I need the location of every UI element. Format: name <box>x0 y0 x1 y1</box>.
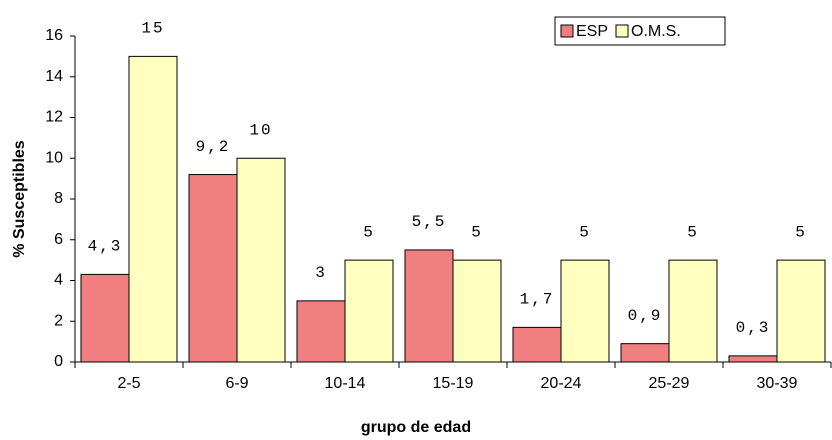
value-label: 5 <box>579 223 591 241</box>
legend-swatch <box>560 24 574 38</box>
bar <box>128 55 178 363</box>
x-tick-label: 15-19 <box>433 375 474 392</box>
y-tick-label: 14 <box>45 68 63 85</box>
value-label: 0,3 <box>736 319 771 337</box>
legend-label: ESP <box>576 23 608 40</box>
bar <box>620 343 670 363</box>
value-label: 5 <box>687 223 699 241</box>
value-label: 5 <box>363 223 375 241</box>
value-label: 3 <box>315 264 327 282</box>
bar <box>776 259 826 363</box>
bar <box>344 259 394 363</box>
x-axis-title: grupo de edad <box>361 419 471 436</box>
bar <box>452 259 502 363</box>
y-axis-title: % Susceptibles <box>11 140 28 257</box>
bar <box>668 259 718 363</box>
y-tick-label: 12 <box>45 109 63 126</box>
legend-label: O.M.S. <box>631 23 681 40</box>
legend-box <box>554 16 726 46</box>
bar <box>80 273 130 363</box>
bar <box>296 300 346 363</box>
y-tick-label: 0 <box>54 353 63 370</box>
x-tick-label: 2-5 <box>117 375 140 392</box>
value-label: 10 <box>249 121 272 139</box>
x-tick-label: 6-9 <box>225 375 248 392</box>
y-tick-label: 10 <box>45 149 63 166</box>
bar <box>404 249 454 363</box>
value-label: 5,5 <box>412 213 447 231</box>
value-label: 15 <box>141 20 164 38</box>
y-tick-label: 2 <box>54 312 63 329</box>
value-label: 9,2 <box>196 138 231 156</box>
bar <box>728 355 778 363</box>
bar <box>236 157 286 363</box>
value-label: 0,9 <box>628 307 663 325</box>
legend-swatch <box>615 24 629 38</box>
value-label: 4,3 <box>88 238 123 256</box>
y-tick-label: 8 <box>54 190 63 207</box>
bar <box>560 259 610 363</box>
value-label: 5 <box>795 223 807 241</box>
y-tick-label: 4 <box>54 272 63 289</box>
x-tick-label: 20-24 <box>541 375 582 392</box>
value-label: 1,7 <box>520 291 555 309</box>
bar <box>512 326 562 363</box>
x-tick-label: 30-39 <box>757 375 798 392</box>
y-tick-label: 6 <box>54 231 63 248</box>
bar <box>188 174 238 363</box>
x-tick-label: 25-29 <box>649 375 690 392</box>
x-tick-label: 10-14 <box>325 375 366 392</box>
value-label: 5 <box>471 223 483 241</box>
y-tick-label: 16 <box>45 27 63 44</box>
